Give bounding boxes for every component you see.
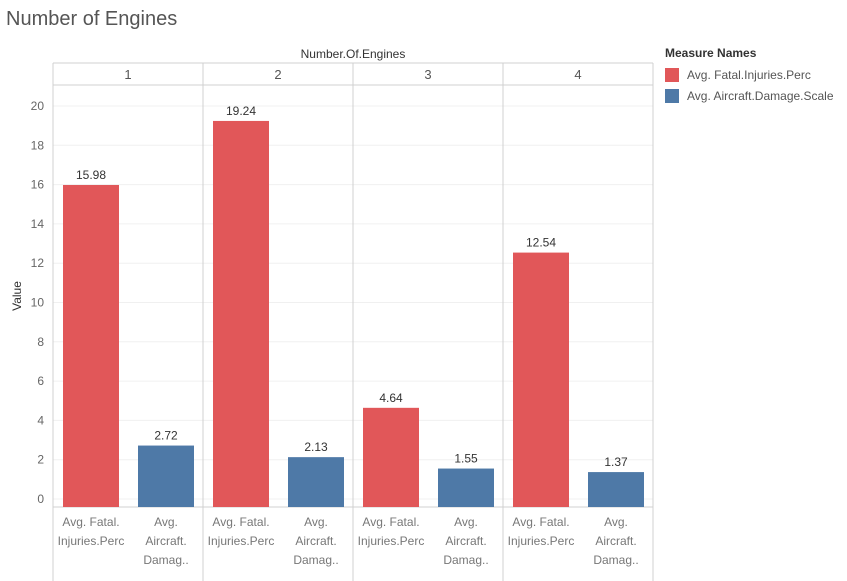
bar-2-series-0 xyxy=(213,120,269,508)
bar-3-series-0 xyxy=(363,407,419,507)
data-label-3-series-0: 4.64 xyxy=(379,391,403,405)
chart-title: Number of Engines xyxy=(6,8,178,30)
x-category-label: Damag.. xyxy=(143,553,188,567)
y-tick-label: 6 xyxy=(37,374,44,388)
x-category-label: Avg. xyxy=(454,515,478,529)
panel-header-3: 3 xyxy=(424,67,431,82)
legend-item-aircraft-damage[interactable]: Avg. Aircraft.Damage.Scale xyxy=(665,85,834,106)
legend-label-fatal-injuries: Avg. Fatal.Injuries.Perc xyxy=(687,67,811,82)
y-axis-label: Value xyxy=(10,281,24,311)
x-category-label: Aircraft. xyxy=(145,534,186,548)
y-tick-label: 14 xyxy=(31,217,45,231)
x-category-label: Avg. xyxy=(154,515,178,529)
x-category-label: Avg. Fatal. xyxy=(512,515,569,529)
legend-swatch-aircraft-damage xyxy=(665,88,679,103)
x-category-label: Avg. xyxy=(304,515,328,529)
x-category-label: Aircraft. xyxy=(295,534,336,548)
x-category-label: Avg. Fatal. xyxy=(362,515,419,529)
legend: Measure Names Avg. Fatal.Injuries.Perc A… xyxy=(665,46,834,106)
bar-4-series-0 xyxy=(513,252,569,507)
data-label-4-series-0: 12.54 xyxy=(526,236,556,250)
x-category-label: Avg. Fatal. xyxy=(212,515,269,529)
y-tick-label: 18 xyxy=(31,138,45,152)
x-category-label: Avg. Fatal. xyxy=(62,515,119,529)
bar-2-series-1 xyxy=(288,457,344,507)
y-tick-label: 12 xyxy=(31,256,45,270)
x-category-label: Damag.. xyxy=(443,553,488,567)
y-tick-label: 0 xyxy=(37,492,44,506)
legend-swatch-fatal-injuries xyxy=(665,67,679,82)
data-label-3-series-1: 1.55 xyxy=(454,452,478,466)
x-category-label: Damag.. xyxy=(593,553,638,567)
legend-item-fatal-injuries[interactable]: Avg. Fatal.Injuries.Perc xyxy=(665,64,834,85)
x-category-label: Injuries.Perc xyxy=(208,534,275,548)
x-category-label: Aircraft. xyxy=(445,534,486,548)
bar-4-series-1 xyxy=(588,472,644,507)
data-label-4-series-1: 1.37 xyxy=(604,455,628,469)
legend-label-aircraft-damage: Avg. Aircraft.Damage.Scale xyxy=(687,88,834,103)
x-category-label: Injuries.Perc xyxy=(508,534,575,548)
panel-header-4: 4 xyxy=(574,67,581,82)
x-category-label: Damag.. xyxy=(293,553,338,567)
bar-1-series-0 xyxy=(63,184,119,508)
y-tick-label: 2 xyxy=(37,453,44,467)
panel-header-1: 1 xyxy=(124,67,131,82)
bar-3-series-1 xyxy=(438,468,494,507)
x-category-label: Injuries.Perc xyxy=(358,534,425,548)
panel-header-2: 2 xyxy=(274,67,281,82)
x-category-label: Avg. xyxy=(604,515,628,529)
y-tick-label: 8 xyxy=(37,335,44,349)
data-label-1-series-0: 15.98 xyxy=(76,168,106,182)
data-label-2-series-0: 19.24 xyxy=(226,104,256,118)
legend-title: Measure Names xyxy=(665,46,757,60)
x-category-label: Aircraft. xyxy=(595,534,636,548)
y-tick-label: 16 xyxy=(31,178,45,192)
data-label-2-series-1: 2.13 xyxy=(304,440,328,454)
y-tick-label: 4 xyxy=(37,413,44,427)
data-label-1-series-1: 2.72 xyxy=(154,429,178,443)
bar-1-series-1 xyxy=(138,445,194,507)
y-tick-label: 10 xyxy=(31,296,45,310)
column-header: Number.Of.Engines xyxy=(301,47,406,61)
x-category-label: Injuries.Perc xyxy=(58,534,125,548)
y-tick-label: 20 xyxy=(31,99,45,113)
